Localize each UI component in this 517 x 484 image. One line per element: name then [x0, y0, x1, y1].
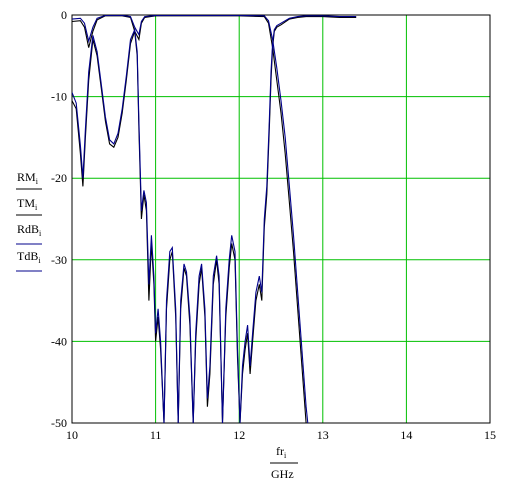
x-tick-label: 13	[317, 428, 329, 442]
xlabel-numerator: fri	[276, 444, 287, 460]
ylabel-tm: TMi	[17, 196, 38, 212]
xlabel-denominator: GHz	[271, 467, 294, 481]
ylabel-rm: RMi	[17, 170, 39, 186]
plot-frame	[71, 14, 491, 424]
x-axis-label: fri GHz	[270, 444, 298, 481]
y-tick-label: -40	[51, 334, 67, 348]
x-tick-label: 11	[150, 428, 162, 442]
ylabel-tdb: TdBi	[17, 249, 41, 265]
x-tick-label: 10	[66, 428, 78, 442]
y-tick-label: -20	[51, 171, 67, 185]
ylabel-rdb: RdBi	[17, 222, 42, 238]
y-tick-label: -30	[51, 253, 67, 267]
x-tick-label: 15	[484, 428, 496, 442]
series-line-reflection-1	[72, 15, 357, 423]
x-tick-label: 12	[233, 428, 245, 442]
y-tick-label: 0	[61, 8, 67, 22]
x-tick-label: 14	[400, 428, 412, 442]
y-tick-label: -50	[51, 416, 67, 430]
series-line-transmission-0	[72, 15, 307, 423]
series-line-reflection-0	[72, 16, 357, 423]
grid	[72, 15, 490, 423]
series-line-transmission-1	[72, 15, 309, 423]
y-axis-label: RMi TMi RdBi TdBi	[16, 170, 42, 272]
series-layer	[72, 15, 357, 423]
y-tick-label: -10	[51, 90, 67, 104]
tick-labels: 10 11 12 13 14 15 0 -10 -20 -30 -40 -50	[51, 8, 496, 442]
